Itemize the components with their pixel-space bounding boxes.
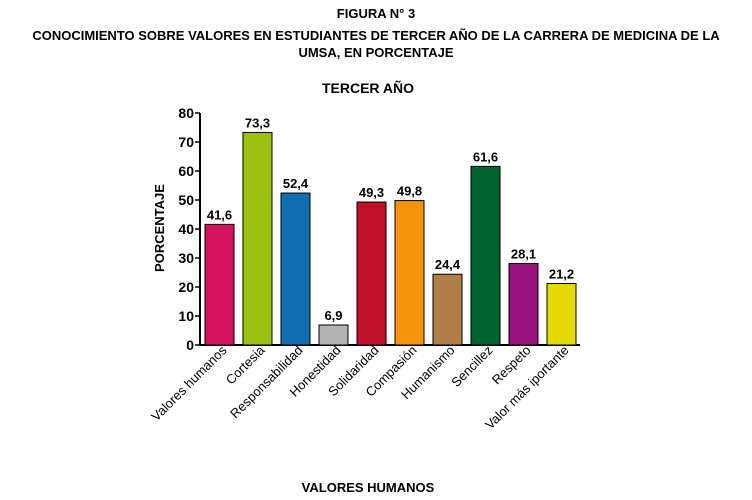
data-label: 24,4 <box>435 257 461 272</box>
data-label: 41,6 <box>207 207 232 222</box>
data-label: 49,8 <box>397 184 422 199</box>
bar <box>508 263 539 346</box>
y-tick-label: 30 <box>178 250 194 266</box>
y-axis-label: PORCENTAJE <box>152 184 167 272</box>
data-label: 21,2 <box>549 267 574 282</box>
bar <box>280 192 311 346</box>
y-tick-label: 10 <box>178 308 194 324</box>
y-tick-label: 60 <box>178 163 194 179</box>
figure-heading-line-2: UMSA, EN PORCENTAJE <box>298 45 454 60</box>
y-tick-label: 40 <box>178 221 194 237</box>
data-label: 6,9 <box>324 308 342 323</box>
y-tick-label: 50 <box>178 192 194 208</box>
bar <box>470 165 501 346</box>
bar <box>204 223 235 346</box>
y-tick-label: 20 <box>178 279 194 295</box>
data-label: 49,3 <box>359 185 384 200</box>
bar <box>432 273 463 346</box>
figure-heading: CONOCIMIENTO SOBRE VALORES EN ESTUDIANTE… <box>0 27 752 61</box>
bar <box>242 131 273 346</box>
y-tick-label: 70 <box>178 134 194 150</box>
y-tick-label: 0 <box>186 337 194 353</box>
figure-label: FIGURA N° 3 <box>336 6 416 21</box>
data-label: 61,6 <box>473 149 498 164</box>
y-tick-label: 80 <box>178 105 194 121</box>
bar <box>356 201 387 346</box>
bar <box>394 200 425 346</box>
data-label: 73,3 <box>245 115 270 130</box>
x-tick-label: Sencillez <box>448 343 495 390</box>
bar <box>546 283 577 346</box>
data-label: 52,4 <box>283 176 309 191</box>
x-tick-label: Valores humanos <box>148 342 230 424</box>
figure-heading-line-1: CONOCIMIENTO SOBRE VALORES EN ESTUDIANTE… <box>32 28 720 43</box>
data-label: 28,1 <box>511 247 536 262</box>
x-axis-label: VALORES HUMANOS <box>302 480 435 495</box>
bar <box>318 324 349 346</box>
chart-title: TERCER AÑO <box>322 79 414 96</box>
